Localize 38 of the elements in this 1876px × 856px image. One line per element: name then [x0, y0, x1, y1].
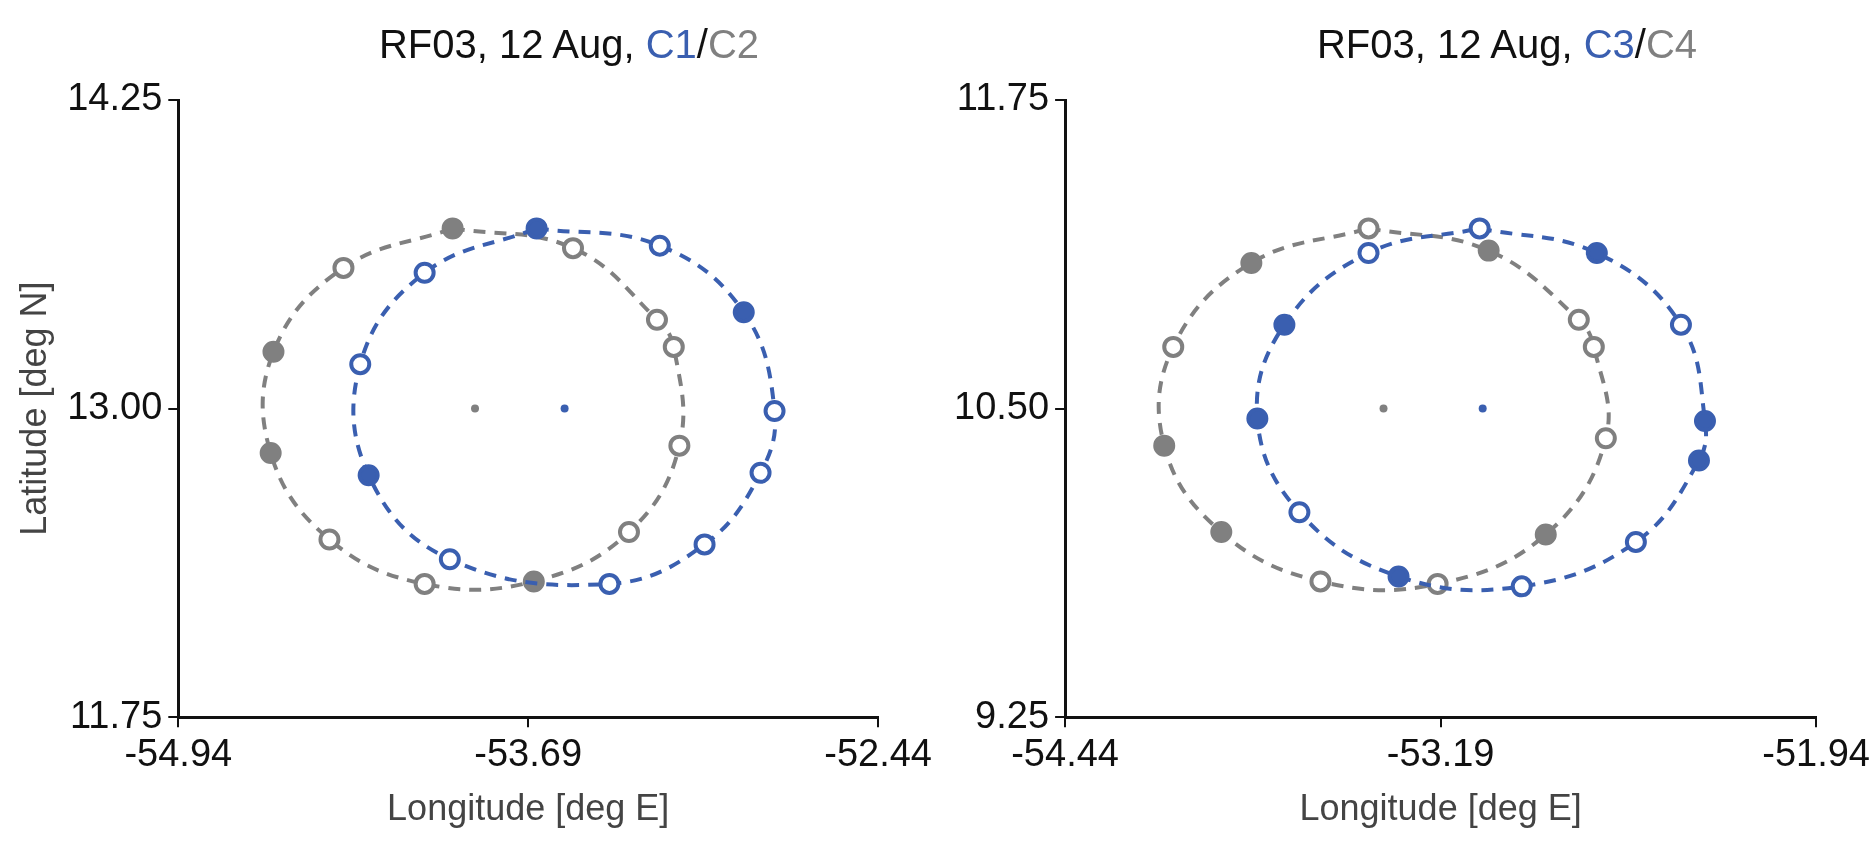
point — [763, 400, 786, 423]
point — [1357, 217, 1380, 240]
point — [562, 237, 584, 260]
chart-title: RF03, 12 Aug, C3/C4 — [1315, 22, 1699, 67]
point — [1567, 308, 1590, 331]
point — [1162, 335, 1185, 358]
point — [413, 261, 436, 284]
y-axis-title: Latitude [deg N] — [12, 281, 54, 536]
point — [438, 548, 461, 571]
point — [471, 404, 480, 413]
point — [648, 234, 671, 257]
point — [1582, 335, 1605, 358]
point — [1379, 404, 1388, 413]
point — [413, 572, 436, 595]
x-axis-title: Longitude [deg E] — [387, 787, 670, 829]
point — [693, 533, 716, 556]
y-tick-label: 14.25 — [67, 76, 163, 119]
y-tick-label: 13.00 — [67, 385, 163, 428]
x-tick-label: -51.94 — [1762, 732, 1870, 775]
point — [617, 521, 640, 544]
point — [749, 461, 772, 484]
y-tick-label: 10.50 — [954, 385, 1050, 428]
point — [318, 528, 341, 551]
point — [668, 434, 691, 457]
point — [1594, 427, 1617, 450]
chart-title: RF03, 12 Aug, C1/C2 — [377, 22, 761, 67]
x-axis-title: Longitude [deg E] — [1299, 787, 1582, 829]
point — [1309, 570, 1332, 593]
point — [598, 572, 621, 595]
point — [332, 256, 355, 279]
point — [349, 353, 372, 376]
x-tick-label: -52.44 — [824, 732, 932, 775]
point — [645, 308, 668, 331]
point — [662, 335, 685, 358]
x-tick-label: -53.69 — [474, 732, 583, 775]
x-tick-label: -53.19 — [1386, 732, 1495, 775]
y-tick-label: 11.75 — [956, 76, 1050, 119]
point — [560, 404, 569, 413]
